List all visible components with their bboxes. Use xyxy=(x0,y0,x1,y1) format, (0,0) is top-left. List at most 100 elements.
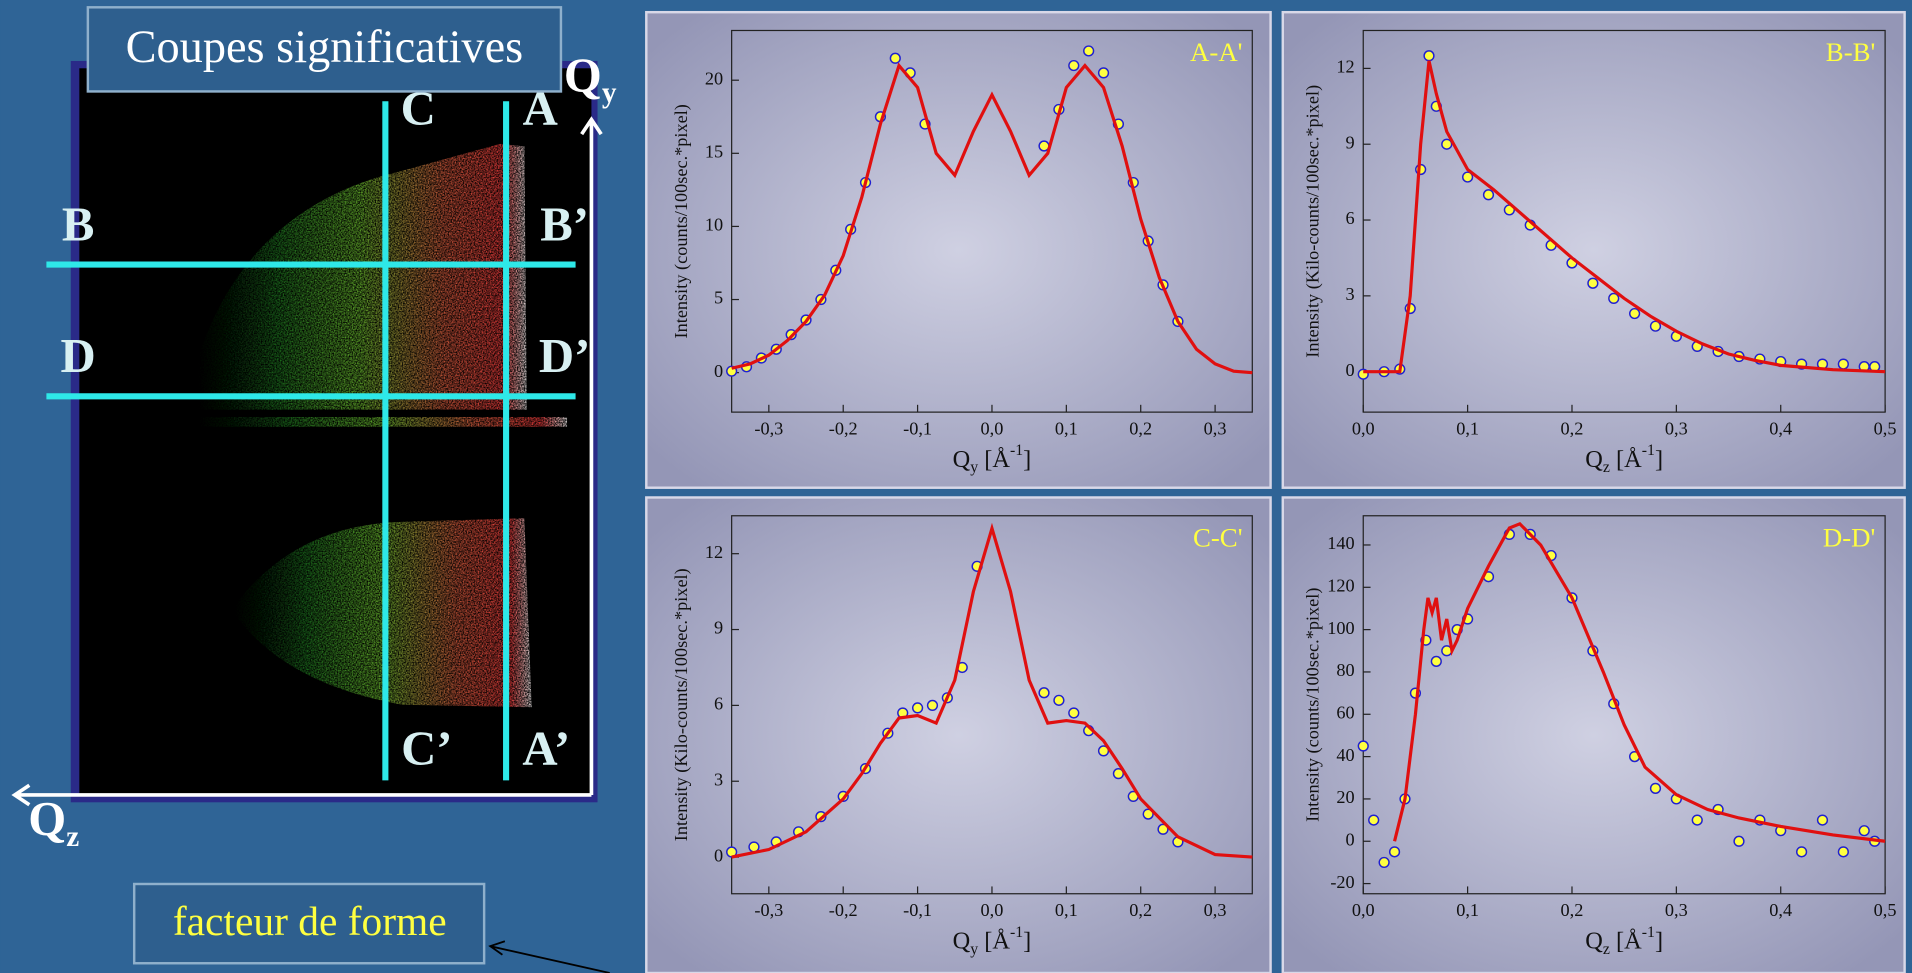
cut-label: B xyxy=(62,197,95,251)
chart-label: A-A' xyxy=(1190,37,1243,67)
data-point xyxy=(1858,825,1870,837)
y-tick-label: 20 xyxy=(705,68,723,88)
y-tick-label: 20 xyxy=(1336,787,1354,807)
y-tick-label: 60 xyxy=(1336,702,1354,722)
y-tick-label: 12 xyxy=(705,542,723,562)
x-axis-title-part: z xyxy=(1603,459,1610,476)
cut-label: D xyxy=(60,329,95,383)
x-tick-label: 0,5 xyxy=(1874,419,1897,439)
chart-panel xyxy=(1281,10,1906,489)
x-tick-label: 0,0 xyxy=(981,900,1004,920)
x-tick-label: 0,4 xyxy=(1769,900,1792,920)
x-tick-label: 0,3 xyxy=(1204,419,1227,439)
y-axis-title: Intensity (Kilo-counts/100sec.*pixel) xyxy=(1303,85,1324,358)
charts: -0,3 -0,2 -0,1 0,0 0,1 0,2 0,3 0 5 10 15 20 Intensit… xyxy=(645,10,1906,973)
x-axis-title-part: ] xyxy=(1023,927,1031,954)
x-axis-title-part: [Å xyxy=(1610,445,1642,472)
data-point xyxy=(1587,277,1599,289)
axis-name-sub: y xyxy=(602,77,617,109)
chart-label: B-B' xyxy=(1826,37,1876,67)
data-point xyxy=(1837,358,1849,370)
x-axis-title-part: Q xyxy=(953,927,971,954)
chart: -0,3 -0,2 -0,1 0,0 0,1 0,2 0,3 0 3 6 9 12 Intensity … xyxy=(645,496,1272,973)
data-point xyxy=(1837,846,1849,858)
data-point xyxy=(1462,171,1474,183)
data-point xyxy=(1038,687,1050,699)
x-axis-title-part: z xyxy=(1603,940,1610,957)
y-tick-label: 9 xyxy=(1346,132,1355,152)
x-tick-label: 0,3 xyxy=(1665,419,1688,439)
y-axis-title: Intensity (counts/100sec.*pixel) xyxy=(671,104,692,338)
x-tick-label: 0,3 xyxy=(1204,900,1227,920)
data-point xyxy=(1368,814,1380,826)
x-tick-label: 0,2 xyxy=(1129,419,1152,439)
data-point xyxy=(1388,846,1401,858)
data-point xyxy=(1357,740,1369,752)
x-axis-title-part: Q xyxy=(1585,445,1603,472)
x-axis-title: Qz [Å-1] xyxy=(1585,442,1663,476)
x-tick-label: 0,0 xyxy=(1352,419,1375,439)
y-axis-title: Intensity (Kilo-counts/100sec.*pixel) xyxy=(671,568,692,841)
x-axis-title-part: ] xyxy=(1023,445,1031,472)
x-axis-title-part: -1 xyxy=(1642,442,1655,459)
x-axis-title: Qz [Å-1] xyxy=(1585,923,1663,957)
data-point xyxy=(889,52,901,64)
y-tick-label: -20 xyxy=(1330,872,1354,892)
data-point xyxy=(1608,292,1620,304)
x-tick-label: 0,2 xyxy=(1561,900,1584,920)
fit-line xyxy=(1393,521,1886,843)
x-axis-title-part: -1 xyxy=(1642,923,1655,940)
x-tick-label: -0,3 xyxy=(754,419,783,439)
x-axis-title-part: y xyxy=(970,459,978,476)
cut-label: D’ xyxy=(539,329,590,383)
y-tick-label: 15 xyxy=(705,141,723,161)
y-tick-label: 100 xyxy=(1327,618,1354,638)
x-tick-label: -0,1 xyxy=(903,900,932,920)
y-tick-label: 40 xyxy=(1336,745,1354,765)
x-tick-label: -0,1 xyxy=(903,419,932,439)
chart: 0,0 0,1 0,2 0,3 0,4 0,5 -20 0 20 40 60 80 100 120 140 I… xyxy=(1281,496,1906,973)
x-tick-label: 0,1 xyxy=(1055,900,1078,920)
axis-name: Qz xyxy=(28,792,79,852)
x-tick-label: 0,1 xyxy=(1055,419,1078,439)
data-point xyxy=(1378,856,1390,869)
x-tick-label: 0,0 xyxy=(1352,900,1375,920)
chart-label: D-D' xyxy=(1823,522,1875,552)
chart-panel xyxy=(1281,496,1906,973)
axis-name-main: Q xyxy=(28,792,66,846)
y-tick-label: 0 xyxy=(714,361,723,381)
chart-label: C-C' xyxy=(1193,522,1243,552)
y-tick-label: 80 xyxy=(1336,660,1354,680)
x-axis-title-part: [Å xyxy=(1610,927,1642,954)
x-axis-title-part: y xyxy=(970,940,978,957)
x-tick-label: 0,5 xyxy=(1874,900,1897,920)
slide-title: Coupes significatives xyxy=(126,22,524,73)
data-point xyxy=(1430,655,1442,667)
note: facteur de forme xyxy=(173,898,447,944)
x-tick-label: 0,2 xyxy=(1561,419,1584,439)
cut-label: B’ xyxy=(540,197,589,251)
data-point xyxy=(1157,823,1169,835)
data-point xyxy=(1733,835,1745,847)
plot-area xyxy=(1362,515,1886,895)
y-tick-label: 140 xyxy=(1327,533,1354,553)
data-point xyxy=(1691,814,1703,826)
x-axis-title: Qy [Å-1] xyxy=(953,442,1032,476)
x-axis-title-part: ] xyxy=(1655,927,1663,954)
y-tick-label: 0 xyxy=(1346,360,1355,380)
chart: 0,0 0,1 0,2 0,3 0,4 0,5 0 3 6 9 12 Intensity (Kilo-… xyxy=(1281,10,1906,489)
cut-label: A’ xyxy=(522,722,570,776)
x-axis-title-part: Q xyxy=(953,445,971,472)
x-axis-title-part: ] xyxy=(1655,445,1663,472)
x-tick-label: -0,2 xyxy=(829,900,858,920)
data-point xyxy=(1068,707,1080,719)
x-tick-label: -0,3 xyxy=(754,900,783,920)
x-axis-title-part: -1 xyxy=(1010,442,1023,459)
x-tick-label: 0,2 xyxy=(1129,900,1152,920)
data-point xyxy=(1083,45,1095,57)
y-tick-label: 0 xyxy=(1346,829,1355,849)
y-tick-label: 3 xyxy=(1346,284,1355,304)
data-point xyxy=(926,699,939,711)
y-tick-label: 9 xyxy=(714,618,723,638)
data-point xyxy=(1649,782,1662,794)
